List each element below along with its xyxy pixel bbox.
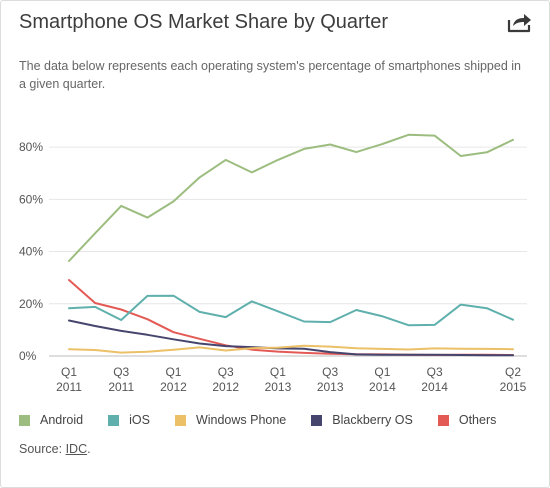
x-tick-label: Q2 — [505, 365, 521, 379]
series-line-blackberry-os — [68, 319, 514, 357]
source-suffix: . — [87, 442, 91, 456]
x-tick-label: 2012 — [212, 380, 239, 394]
y-tick-label: 40% — [19, 245, 43, 259]
legend-swatch — [19, 414, 30, 426]
x-tick-label: 2011 — [108, 380, 134, 394]
x-tick-label: 2013 — [317, 380, 344, 394]
legend-label: iOS — [129, 413, 150, 427]
legend-swatch — [437, 414, 449, 426]
source-link[interactable]: IDC — [65, 442, 88, 456]
legend-item-ios[interactable]: iOS — [108, 413, 150, 427]
series-line-others — [68, 279, 514, 356]
x-tick-label: 2015 — [500, 380, 527, 394]
source-prefix: Source: — [19, 442, 66, 456]
legend-item-windows-phone[interactable]: Windows Phone — [174, 413, 287, 427]
x-tick-label: 2012 — [160, 380, 187, 394]
y-tick-label: 80% — [19, 140, 43, 154]
x-tick-label: 2014 — [421, 380, 448, 394]
series-line-windows-phone — [68, 344, 514, 354]
legend-item-blackberry-os[interactable]: Blackberry OS — [311, 413, 413, 427]
x-tick-label: Q3 — [427, 365, 443, 379]
chart-legend: Android iOS Windows Phone Blackberry OS Othe… — [19, 411, 521, 429]
line-chart: 0%20%40%60%80%Q12011Q32011Q12012Q32012Q1… — [19, 133, 527, 394]
legend-item-others[interactable]: Others — [437, 413, 497, 427]
x-tick-label: Q1 — [61, 365, 77, 379]
legend-swatch — [108, 414, 120, 426]
legend-item-android[interactable]: Android — [19, 413, 83, 427]
legend-swatch — [174, 414, 186, 426]
legend-label: Windows Phone — [195, 413, 287, 427]
y-tick-label: 20% — [19, 297, 43, 311]
x-tick-label: Q3 — [322, 365, 338, 379]
series-line-ios — [68, 294, 514, 327]
x-tick-label: 2013 — [265, 380, 292, 394]
x-tick-label: Q3 — [113, 365, 129, 379]
x-tick-label: 2014 — [369, 380, 396, 394]
x-tick-label: Q1 — [270, 365, 286, 379]
series-line-android — [68, 133, 514, 262]
chart-description: The data below represents each operating… — [19, 59, 521, 91]
source-note: Source: IDC. — [19, 442, 91, 456]
legend-label: Android — [40, 413, 84, 427]
legend-label: Blackberry OS — [332, 413, 413, 427]
legend-label: Others — [458, 413, 497, 427]
share-icon[interactable] — [507, 11, 533, 33]
x-tick-label: Q1 — [374, 365, 390, 379]
chart-title: Smartphone OS Market Share by Quarter — [19, 11, 389, 33]
x-tick-label: Q1 — [165, 365, 181, 379]
y-tick-label: 60% — [19, 192, 43, 206]
y-tick-label: 0% — [19, 349, 37, 363]
legend-swatch — [311, 414, 323, 426]
x-tick-label: Q3 — [218, 365, 234, 379]
x-tick-label: 2011 — [56, 380, 82, 394]
